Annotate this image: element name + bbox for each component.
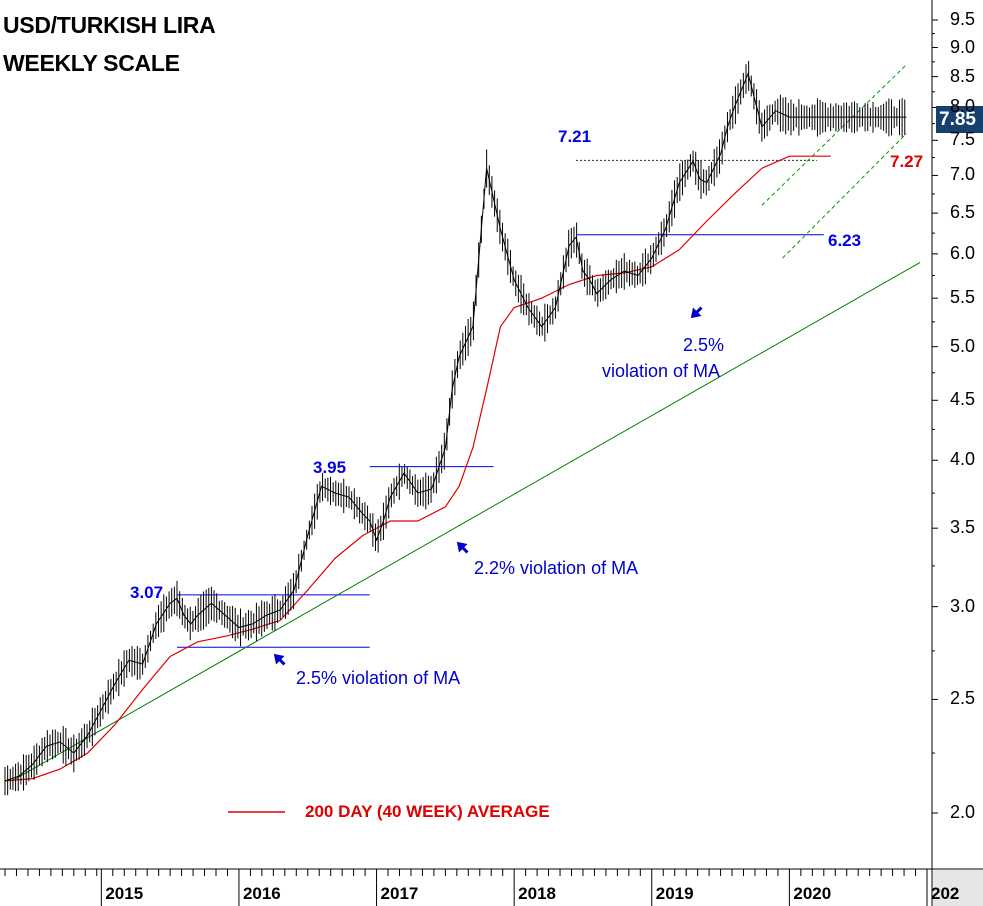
axis-corner (933, 870, 983, 906)
x-tick-label: 202 (931, 884, 960, 903)
y-tick-label: 4.0 (950, 449, 976, 470)
legend-ma-label: 200 DAY (40 WEEK) AVERAGE (305, 802, 550, 821)
arrow-head (690, 307, 702, 319)
chart-title: USD/TURKISH LIRA (3, 12, 216, 38)
x-tick-label: 2018 (518, 884, 556, 903)
arrow-2019 (690, 306, 703, 319)
arrow-2017 (456, 541, 469, 554)
ma-last-value-label: 7.27 (890, 152, 924, 171)
x-tick-label: 2016 (242, 884, 281, 903)
y-tick-label: 9.5 (950, 9, 976, 29)
trendline-path (11, 261, 921, 782)
y-tick-label: 5.0 (950, 335, 976, 356)
last-price-badge: 7.85 (936, 106, 983, 133)
y-tick-label: 3.5 (950, 517, 976, 538)
annotation-6-23: 6.23 (828, 231, 862, 250)
note-2015-violation: 2.5% violation of MA (296, 668, 461, 688)
x-tick-label: 2015 (105, 884, 144, 903)
x-tick-label: 2020 (793, 884, 832, 903)
y-tick-label: 2.0 (950, 802, 976, 822)
channel-lower (782, 133, 907, 259)
trendline (11, 261, 921, 782)
y-tick-label: 6.5 (950, 202, 976, 223)
y-tick-label: 6.0 (950, 242, 976, 263)
note-2019-violation-text: violation of MA (602, 361, 721, 381)
y-tick-label: 8.0 (950, 96, 976, 117)
arrow-head (456, 541, 468, 553)
price-series (4, 60, 907, 796)
channel-upper (761, 64, 907, 206)
y-tick-label: 9.0 (950, 36, 976, 57)
x-tick-label: 2019 (655, 884, 694, 903)
ma-line (4, 155, 831, 782)
note-2019-violation-pct: 2.5% (683, 335, 725, 355)
annotation-3-07: 3.07 (130, 583, 164, 602)
moving-average-series (4, 155, 831, 782)
y-tick-label: 4.5 (950, 389, 976, 410)
arrow-head (273, 653, 285, 665)
annotation-7-21: 7.21 (558, 127, 592, 146)
y-tick-label: 2.5 (950, 688, 976, 709)
y-tick-label: 7.5 (950, 129, 976, 150)
arrow-2015 (273, 653, 286, 666)
y-tick-label: 7.0 (950, 164, 976, 185)
note-2017-violation: 2.2% violation of MA (474, 558, 639, 578)
y-tick-label: 8.5 (950, 65, 976, 86)
x-tick-label: 2017 (380, 884, 419, 903)
y-tick-label: 3.0 (950, 595, 976, 616)
y-tick-label: 5.5 (950, 287, 976, 308)
chart-subtitle: WEEKLY SCALE (3, 50, 180, 76)
annotation-3-95: 3.95 (313, 458, 347, 477)
annotation-arrows (273, 306, 703, 666)
resistance-lines (177, 64, 907, 813)
